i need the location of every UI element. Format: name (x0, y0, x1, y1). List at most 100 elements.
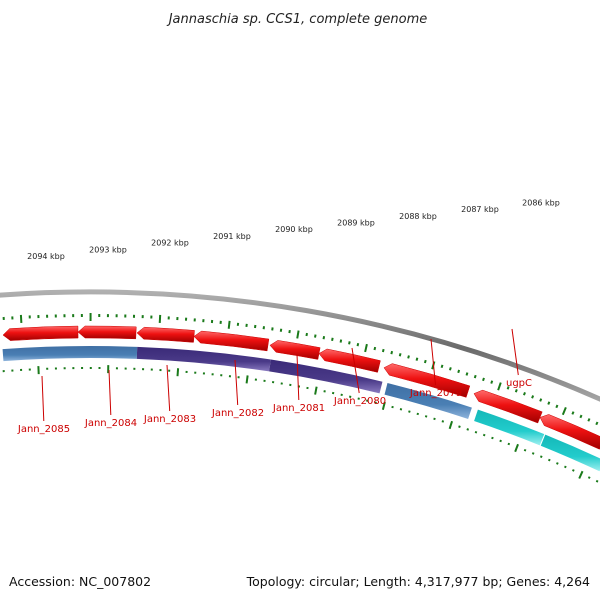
feature-block (384, 383, 472, 420)
scale-tick (348, 341, 351, 345)
scale-tick (448, 367, 452, 371)
gene-arrow (539, 414, 600, 450)
lower-tick (556, 462, 559, 465)
scale-tick (296, 330, 300, 339)
scale-label: 2094 kbp (27, 252, 65, 261)
lower-tick (466, 428, 469, 431)
feature-block (136, 346, 271, 372)
map-title: Jannaschia sp. CCS1, complete genome (166, 12, 428, 27)
scale-tick (555, 404, 559, 409)
lower-tick (391, 405, 394, 409)
lower-tick (408, 410, 411, 413)
scale-label: 2093 kbp (89, 245, 127, 254)
lower-tick (578, 470, 584, 479)
gene-leader-line (296, 353, 300, 401)
scale-label: 2092 kbp (151, 239, 189, 248)
gene-label: Jann_2083 (143, 414, 196, 425)
scale-tick (407, 355, 410, 359)
lower-ticks (2, 365, 599, 483)
gene-arrow (383, 363, 471, 398)
lower-tick (587, 476, 591, 479)
scale-tick (364, 343, 368, 353)
gene-leader-line (351, 347, 360, 394)
scale-tick (587, 418, 591, 422)
scale-tick (440, 364, 444, 369)
gene-label: Jann_2085 (17, 424, 70, 435)
scale-tick (506, 386, 510, 390)
feature-block (474, 409, 545, 446)
gene-leader-line (430, 338, 436, 386)
accession-text: Accession: NC_007802 (9, 574, 151, 589)
gene-label: Jann_2082 (211, 408, 264, 419)
gene-arrow (193, 330, 270, 352)
scale-label: 2091 kbp (213, 232, 251, 241)
feature-track (2, 345, 600, 472)
feature-block (540, 434, 600, 472)
lower-tick (514, 443, 519, 453)
gene-arrow (136, 326, 195, 343)
scale-label: 2088 kbp (399, 212, 437, 221)
lower-tick (531, 452, 535, 455)
scale-tick (547, 401, 551, 405)
gene-labels: Jann_2085 Jann_2084 Jann_2083 Jann_2082 Jann… (17, 328, 532, 435)
scale-tick (595, 421, 599, 426)
lower-tick (507, 442, 511, 446)
lower-tick (416, 412, 420, 416)
gene-track (2, 325, 600, 450)
gene-arrow (2, 325, 79, 341)
scale-label: 2086 kbp (522, 198, 560, 207)
lower-tick (499, 439, 502, 443)
scale-tick (314, 334, 317, 338)
scale-tick (339, 339, 343, 343)
gene-leader-line (234, 359, 239, 406)
lower-tick (433, 417, 436, 421)
feature-block (2, 345, 138, 362)
scale-tick (539, 398, 543, 402)
scale-tick (381, 348, 385, 353)
gene-arrow (318, 348, 381, 373)
scale-label: 2089 kbp (337, 219, 375, 228)
scale-label: 2090 kbp (275, 225, 313, 234)
gene-arrow (77, 325, 137, 340)
gene-label: Jann_2081 (272, 403, 325, 414)
gene-label: Jann_2084 (84, 418, 137, 429)
gene-arrow (269, 340, 321, 360)
gene-leader-line (41, 375, 45, 422)
lower-tick (572, 469, 575, 472)
scale-tick (423, 359, 427, 364)
genome-backbone (0, 289, 600, 402)
scale-tick (331, 337, 334, 341)
genome-summary-text: Topology: circular; Length: 4,317,977 bp… (246, 574, 590, 589)
scale-tick (531, 395, 535, 399)
lower-tick (491, 436, 494, 440)
lower-tick (458, 425, 461, 428)
lower-tick (245, 375, 249, 384)
scale-tick (322, 336, 326, 340)
lower-tick (176, 368, 180, 377)
lower-tick (595, 479, 599, 483)
lower-tick (399, 408, 403, 411)
gene-leader-line (166, 364, 171, 412)
scale-tick (497, 382, 502, 391)
scale-tick (561, 406, 567, 416)
scale-labels: 2094 kbp 2093 kbp 2092 kbp 2091 kbp 2090 kbp… (27, 198, 560, 261)
lower-tick (523, 448, 527, 452)
gene-label: ugpC (506, 378, 532, 389)
lower-tick (564, 465, 567, 469)
scale-tick (579, 414, 583, 419)
scale-tick (305, 332, 308, 337)
scale-tick (473, 374, 477, 379)
scale-tick (465, 372, 469, 376)
lower-tick (381, 401, 386, 410)
gene-label: Jann_2080 (333, 396, 386, 407)
scale-tick (482, 377, 485, 382)
scale-tick (227, 320, 231, 329)
scale-tick (523, 392, 526, 396)
gene-label: Jann_2079 (409, 388, 462, 399)
scale-tick (457, 369, 461, 374)
lower-tick (474, 430, 478, 434)
lower-tick (424, 415, 428, 418)
scale-tick (514, 389, 518, 393)
gene-leader-line (511, 328, 519, 376)
